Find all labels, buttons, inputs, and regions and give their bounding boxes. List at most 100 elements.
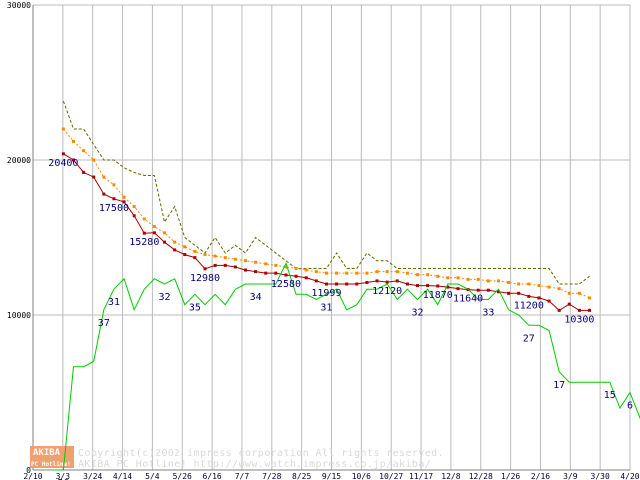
akiba-badge-bottom: PC Hotline! [31, 461, 71, 468]
point-min_price [426, 284, 430, 288]
point-min_price [517, 291, 521, 295]
x-tick-label: 12/8 [441, 472, 460, 480]
point-min_price [294, 274, 298, 278]
point-average_price [223, 256, 227, 260]
x-tick-label: 3/30 [591, 472, 610, 480]
point-average_price [416, 273, 420, 277]
x-tick-label: 10/6 [352, 472, 371, 480]
point-average_price [243, 259, 247, 263]
point-average_price [335, 271, 339, 275]
point-average_price [71, 139, 75, 143]
point-min_price [537, 296, 541, 300]
point-average_price [345, 271, 349, 275]
point-average_price [375, 270, 379, 274]
point-average_price [385, 270, 389, 274]
x-axis-ticks: 2/10 3/3 3/24 4/14 5/4 5/26 6/16 7/7 7/28 8/25 9/1… [23, 472, 639, 480]
point-average_price [294, 267, 298, 270]
point-average_price [254, 260, 258, 264]
point-average_price [577, 291, 581, 295]
point-average_price [61, 127, 65, 131]
data-label-min_price: 12580 [271, 279, 301, 290]
point-average_price [486, 279, 490, 283]
x-tick-label: 10/27 [379, 472, 403, 480]
data-label-min_price: 10300 [564, 314, 594, 325]
data-label-shop_count: 37 [98, 318, 110, 329]
x-tick-label: 11/17 [409, 472, 433, 480]
point-average_price [82, 149, 86, 153]
akiba-badge-top: AKIBA [33, 448, 61, 458]
point-min_price [213, 263, 217, 267]
point-min_price [314, 279, 318, 283]
copyright-line-1: Copyright(c)2002 impress corporation All… [78, 448, 444, 459]
point-average_price [233, 257, 237, 261]
x-tick-label: 4/20 [620, 472, 639, 480]
point-average_price [436, 274, 440, 278]
point-average_price [557, 287, 561, 291]
x-tick-label: 8/25 [292, 472, 311, 480]
point-min_price [142, 231, 146, 235]
point-min_price [122, 200, 126, 204]
y-tick-label: 0 [26, 466, 31, 475]
point-average_price [304, 268, 308, 272]
point-min_price [476, 288, 480, 292]
point-min_price [102, 192, 106, 196]
point-min_price [193, 256, 197, 260]
x-tick-label: 5/26 [173, 472, 192, 480]
point-average_price [173, 240, 177, 244]
point-average_price [314, 270, 318, 274]
point-min_price [507, 291, 511, 295]
point-min_price [588, 308, 592, 312]
data-label-min_price: 11999 [311, 288, 341, 299]
point-min_price [416, 284, 420, 288]
point-min_price [446, 285, 450, 289]
y-tick-label: 30000 [7, 1, 31, 10]
point-min_price [71, 158, 75, 162]
point-average_price [466, 277, 470, 281]
point-min_price [163, 240, 167, 244]
point-average_price [527, 282, 531, 286]
x-tick-label: 1/26 [501, 472, 520, 480]
point-min_price [264, 271, 268, 275]
point-average_price [203, 253, 207, 257]
point-min_price [375, 279, 379, 283]
point-average_price [476, 277, 480, 281]
data-label-shop_count: 27 [523, 333, 535, 344]
point-average_price [507, 280, 511, 284]
point-min_price [274, 271, 278, 275]
point-min_price [547, 299, 551, 303]
data-label-shop_count: 32 [159, 292, 171, 303]
point-min_price [152, 231, 156, 235]
point-average_price [365, 271, 369, 275]
x-tick-label: 5/4 [145, 472, 160, 480]
point-average_price [122, 195, 126, 199]
y-axis-ticks: 0 10000 20000 30000 [7, 1, 31, 475]
data-label-min_price: 12980 [190, 273, 220, 284]
point-min_price [436, 284, 440, 288]
data-label-min_price: 20400 [48, 158, 78, 169]
x-tick-label: 9/15 [322, 472, 341, 480]
copyright-footer: AKIBA PC Hotline! Copyright(c)2002 impre… [30, 446, 444, 470]
data-labels: 20400 17500 15280 12980 12580 11999 12120 11870… [48, 158, 633, 480]
point-average_price [274, 263, 278, 267]
data-label-min_price: 12120 [372, 286, 402, 297]
point-min_price [254, 270, 258, 274]
point-average_price [446, 276, 450, 280]
point-average_price [152, 225, 156, 229]
point-min_price [496, 290, 500, 294]
point-average_price [537, 284, 541, 288]
point-min_price [456, 287, 460, 291]
point-min_price [577, 308, 581, 312]
point-average_price [456, 276, 460, 280]
point-min_price [284, 273, 288, 277]
x-tick-label: 2/16 [531, 472, 550, 480]
point-average_price [193, 249, 197, 253]
point-min_price [567, 302, 571, 306]
point-min_price [557, 308, 561, 312]
point-min_price [132, 214, 136, 218]
point-average_price [183, 245, 187, 249]
x-tick-label: 3/24 [83, 472, 102, 480]
x-tick-label: 3/9 [563, 472, 578, 480]
data-label-shop_count: 31 [108, 297, 120, 308]
point-min_price [233, 265, 237, 269]
data-label-min_price: 11640 [453, 294, 483, 305]
